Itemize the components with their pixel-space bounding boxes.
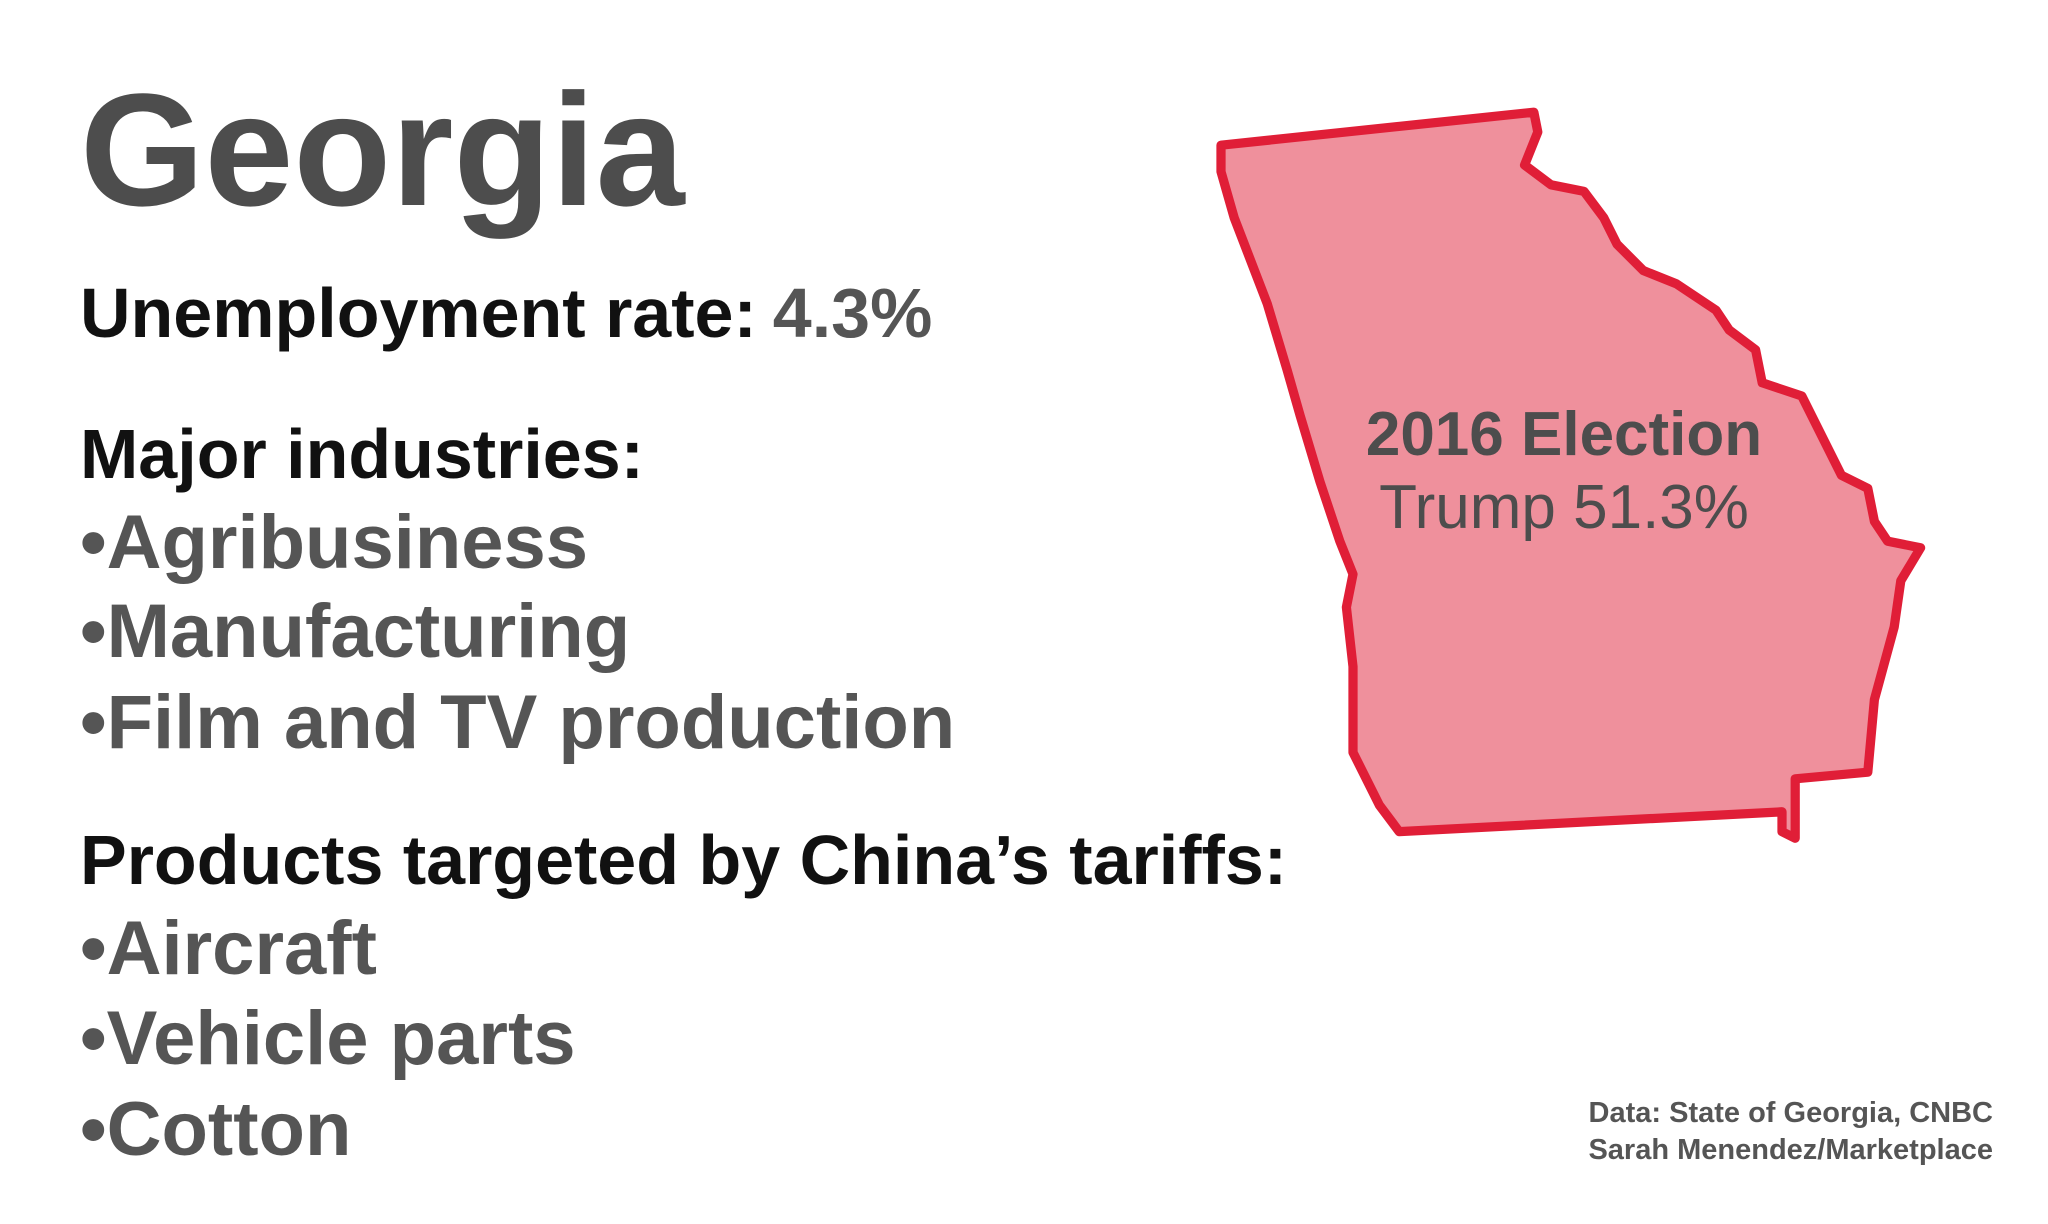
industry-item: •Manufacturing: [80, 589, 630, 674]
title: Georgia: [80, 60, 686, 239]
industries-heading: Major industries:: [80, 415, 644, 493]
tariffs-heading: Products targeted by China’s tariffs:: [80, 821, 1287, 899]
unemployment-label: Unemployment rate:: [80, 274, 757, 352]
unemployment-value: 4.3%: [773, 274, 933, 352]
tariff-item: •Cotton: [80, 1087, 351, 1172]
industry-item: •Film and TV production: [80, 680, 955, 765]
georgia-map: [1216, 107, 1926, 843]
industry-item: •Agribusiness: [80, 500, 588, 585]
unemployment: Unemployment rate: 4.3%: [80, 274, 932, 352]
tariff-item: •Vehicle parts: [80, 996, 576, 1081]
tariff-item: •Aircraft: [80, 906, 377, 991]
map-result: Trump 51.3%: [1379, 473, 1749, 542]
map-label: 2016 Election: [1366, 400, 1762, 469]
source-line: Data: State of Georgia, CNBC: [1589, 1097, 1993, 1129]
source-line: Sarah Menendez/Marketplace: [1588, 1134, 1993, 1166]
state-outline: [1216, 107, 1926, 843]
